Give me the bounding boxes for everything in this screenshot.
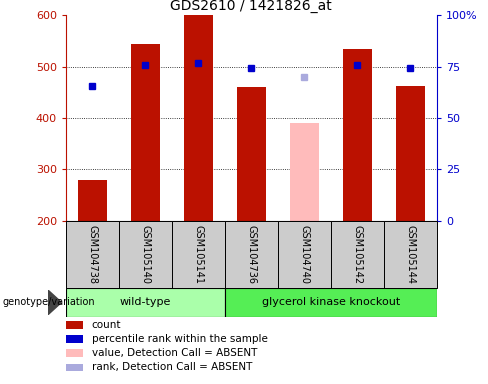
Bar	[66, 221, 119, 288]
Bar	[225, 288, 437, 317]
Text: GSM105144: GSM105144	[405, 225, 415, 284]
Bar	[343, 49, 372, 221]
Text: wild-type: wild-type	[120, 297, 171, 308]
Text: count: count	[92, 320, 122, 330]
Text: GSM104740: GSM104740	[299, 225, 309, 284]
Bar	[66, 364, 82, 371]
Text: rank, Detection Call = ABSENT: rank, Detection Call = ABSENT	[92, 362, 252, 372]
Bar	[66, 321, 82, 329]
Text: glycerol kinase knockout: glycerol kinase knockout	[262, 297, 400, 308]
Bar	[225, 221, 278, 288]
Title: GDS2610 / 1421826_at: GDS2610 / 1421826_at	[170, 0, 332, 13]
Bar	[66, 288, 225, 317]
Text: genotype/variation: genotype/variation	[2, 297, 95, 308]
Bar	[66, 335, 82, 343]
Bar	[78, 180, 107, 221]
Polygon shape	[48, 290, 61, 315]
Bar	[331, 221, 384, 288]
Bar	[66, 349, 82, 357]
Bar	[184, 15, 213, 221]
Bar	[290, 123, 319, 221]
Text: GSM105142: GSM105142	[352, 225, 362, 284]
Bar	[172, 221, 225, 288]
Bar	[278, 221, 331, 288]
Text: GSM104738: GSM104738	[87, 225, 98, 284]
Bar	[396, 86, 425, 221]
Bar	[237, 87, 266, 221]
Bar	[384, 221, 437, 288]
Bar	[131, 44, 160, 221]
Text: value, Detection Call = ABSENT: value, Detection Call = ABSENT	[92, 348, 257, 358]
Text: percentile rank within the sample: percentile rank within the sample	[92, 334, 268, 344]
Text: GSM104736: GSM104736	[246, 225, 256, 284]
Text: GSM105141: GSM105141	[193, 225, 203, 284]
Bar	[119, 221, 172, 288]
Text: GSM105140: GSM105140	[141, 225, 150, 284]
